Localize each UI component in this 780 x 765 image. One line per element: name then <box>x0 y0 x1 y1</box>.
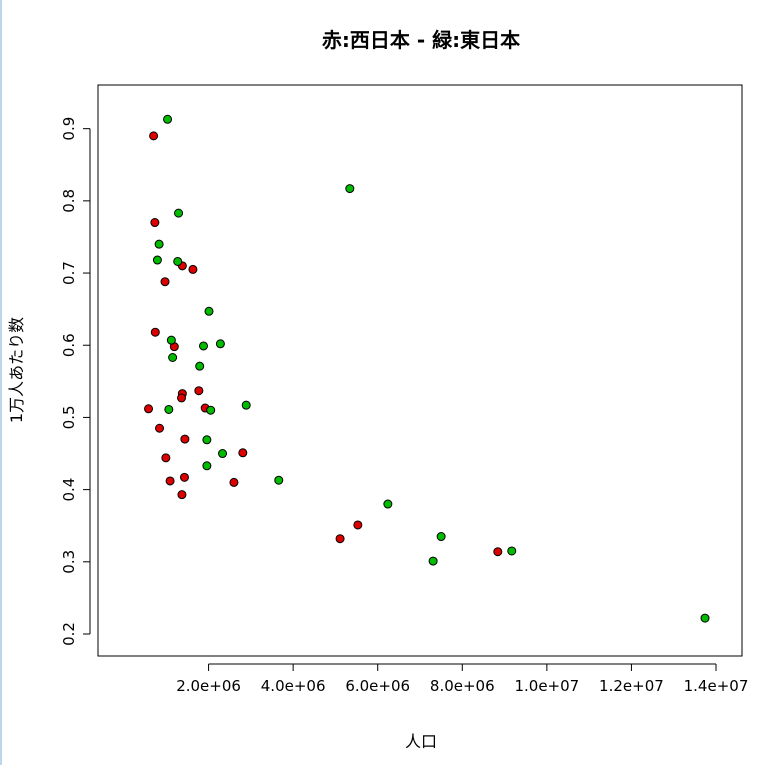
data-point-red <box>353 520 363 530</box>
data-point-red <box>149 131 159 141</box>
x-tick-label: 1.4e+07 <box>684 677 749 695</box>
data-point-red <box>179 472 189 482</box>
data-point-red <box>155 423 165 433</box>
data-point-green <box>383 499 393 509</box>
data-point-red <box>335 534 345 544</box>
data-point-red <box>150 218 160 228</box>
x-tick-label: 1.2e+07 <box>599 677 664 695</box>
data-point-green <box>164 404 174 414</box>
data-point-green <box>215 339 225 349</box>
data-point-red <box>165 476 175 486</box>
data-point-red <box>160 277 170 287</box>
data-point-red <box>229 477 239 487</box>
data-point-green <box>700 613 710 623</box>
data-point-green <box>168 353 178 363</box>
data-points <box>144 114 710 623</box>
data-point-red <box>144 404 154 414</box>
data-point-red <box>188 264 198 274</box>
data-point-green <box>202 435 212 445</box>
data-point-red <box>238 448 248 458</box>
data-point-green <box>152 255 162 265</box>
y-axis: 0.2 0.3 0.4 0.5 0.6 0.7 0.8 0.9 <box>60 117 91 646</box>
y-axis-label: 1万人あたり数 <box>7 317 26 423</box>
data-point-green <box>198 341 208 351</box>
data-point-green <box>428 556 438 566</box>
y-tick-label: 0.6 <box>60 333 78 357</box>
data-point-red <box>161 453 171 463</box>
data-point-green <box>241 400 251 410</box>
x-axis: 2.0e+06 4.0e+06 6.0e+06 8.0e+06 1.0e+07 1.2e+… <box>176 663 749 695</box>
data-point-red <box>177 490 187 500</box>
data-point-green <box>163 114 173 124</box>
y-tick-label: 0.9 <box>60 117 78 141</box>
y-tick-label: 0.4 <box>60 478 78 502</box>
plot-area-frame <box>97 84 743 657</box>
data-point-green <box>218 449 228 459</box>
y-tick-label: 0.3 <box>60 550 78 574</box>
data-point-green <box>202 461 212 471</box>
chart-title: 赤:西日本 - 緑:東日本 <box>322 28 520 52</box>
data-point-red <box>177 393 187 403</box>
data-point-green <box>154 239 164 249</box>
y-tick-label: 0.5 <box>60 405 78 429</box>
data-point-red <box>180 434 190 444</box>
y-tick-label: 0.7 <box>60 261 78 285</box>
x-tick-label: 6.0e+06 <box>345 677 410 695</box>
data-point-green <box>166 335 176 345</box>
x-tick-label: 1.0e+07 <box>514 677 579 695</box>
y-tick-label: 0.8 <box>60 189 78 213</box>
data-point-red <box>194 386 204 396</box>
x-axis-label: 人口 <box>405 732 437 751</box>
data-point-green <box>204 306 214 316</box>
data-point-green <box>507 546 517 556</box>
data-point-green <box>195 361 205 371</box>
x-tick-label: 2.0e+06 <box>176 677 241 695</box>
window-edge <box>0 0 2 765</box>
y-tick-label: 0.2 <box>60 622 78 646</box>
data-point-green <box>206 405 216 415</box>
data-point-green <box>274 475 284 485</box>
data-point-red <box>150 327 160 337</box>
data-point-green <box>436 532 446 542</box>
data-point-green <box>173 256 183 266</box>
x-tick-label: 4.0e+06 <box>261 677 326 695</box>
data-point-green <box>174 208 184 218</box>
x-tick-label: 8.0e+06 <box>430 677 495 695</box>
data-point-red <box>493 547 503 557</box>
data-point-green <box>345 184 355 194</box>
